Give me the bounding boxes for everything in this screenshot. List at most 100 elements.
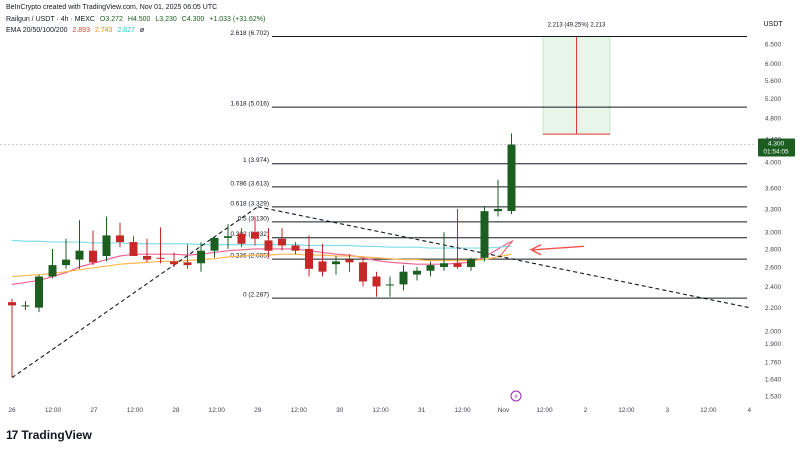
time-tick-label: 12:00 — [372, 407, 389, 414]
candle — [318, 243, 327, 277]
attribution-text: BeInCrypto created with TradingView.com,… — [6, 4, 218, 11]
candle-body — [21, 305, 30, 307]
ohlc-high: H4.500 — [127, 16, 151, 23]
candle-body — [264, 240, 273, 251]
candle-body — [251, 232, 259, 239]
candle-body — [48, 265, 57, 277]
breakout-marker — [499, 240, 514, 257]
measure-label: 2.213 (49.25%) 2,213 — [548, 23, 606, 29]
candle — [21, 301, 30, 310]
ema-suffix: ø — [139, 27, 145, 34]
ohlc-close: C4.300 — [181, 16, 205, 23]
ema-lines — [11, 239, 512, 286]
ema-line — [11, 253, 512, 278]
time-tick-label: 12:00 — [700, 407, 717, 414]
candle — [237, 228, 246, 248]
fib-level-label: 1.618 (5.016) — [230, 101, 269, 108]
candle-body — [143, 255, 151, 260]
tradingview-logo: 17 TradingView — [6, 428, 92, 442]
arrow-head — [529, 244, 542, 256]
ohlc-open: O3.272 — [99, 16, 123, 23]
price-tag-value: 4.300 — [768, 141, 785, 148]
candle-body — [197, 250, 205, 264]
candle-body — [75, 250, 84, 260]
candle — [210, 236, 219, 258]
time-tick-label: 30 — [336, 407, 344, 414]
candle-body — [494, 208, 502, 212]
symbol-name[interactable]: Railgun / USDT · 4h · MEXC — [6, 16, 95, 23]
candle — [480, 206, 489, 262]
price-axis: USDT 6.500 6.000 5.600 5.200 4.800 4.400 4.000 3… — [763, 21, 783, 401]
candle — [89, 230, 97, 266]
candle — [440, 232, 448, 271]
ema-20-value: 2.893 — [72, 27, 90, 34]
price-tick-label: 2.000 — [765, 328, 782, 335]
time-tick-label: 28 — [172, 407, 180, 414]
ohlc-change: +1.033 (+31.62%) — [209, 16, 266, 23]
fib-level-label: 0.382 (2.932) — [230, 231, 269, 238]
fib-level-label: 0.786 (3.613) — [230, 180, 269, 187]
tradingview-logo-text: TradingView — [21, 428, 92, 442]
fib-level-label: 0.618 (3.329) — [230, 200, 269, 207]
price-tick-label: 3.600 — [765, 185, 782, 192]
ema-legend[interactable]: EMA 20/50/100/200 2.893 2.743 2.827 ø — [6, 27, 147, 34]
time-tick-label: 12:00 — [618, 407, 635, 414]
candle — [264, 228, 273, 258]
time-tick-label: 3 — [666, 407, 670, 414]
candle-body — [116, 235, 124, 243]
candle-body — [413, 270, 421, 275]
price-tick-label: 4.000 — [765, 160, 782, 167]
time-tick-label: 12:00 — [209, 407, 226, 414]
candle — [170, 252, 178, 267]
price-tick-label: 6.000 — [765, 61, 782, 68]
candle-body — [507, 144, 516, 212]
time-tick-label: Nov — [498, 407, 510, 414]
time-tick-label: 4 — [747, 407, 751, 414]
candle — [75, 220, 84, 269]
price-tick-label: 2.800 — [765, 246, 782, 253]
candle — [359, 257, 367, 287]
time-tick-label: 2 — [584, 407, 588, 414]
candle-body — [372, 276, 381, 287]
candle — [251, 216, 259, 246]
ema-50-value: 2.743 — [94, 27, 113, 34]
candle-body — [210, 237, 219, 251]
candle-body — [278, 238, 286, 246]
fib-level-label: 0 (2.287) — [243, 292, 269, 299]
price-tick-label: 5.200 — [765, 96, 782, 103]
candle-body — [129, 242, 138, 256]
candle-body — [170, 261, 178, 265]
candle-body — [305, 248, 313, 269]
fib-level-label: 2.618 (6.702) — [230, 30, 269, 37]
time-tick-label: 12:00 — [536, 407, 553, 414]
candle-body — [35, 276, 43, 308]
candle-body — [183, 262, 192, 266]
candle-body — [89, 250, 97, 263]
price-tick-label: 4.400 — [765, 136, 782, 143]
price-tick-label: 2.600 — [765, 264, 782, 271]
ema-label: EMA 20/50/100/200 — [6, 27, 68, 34]
price-tick-label: 2.200 — [765, 305, 782, 312]
candle — [467, 257, 475, 271]
price-tick-label: 6.500 — [765, 42, 782, 49]
candle — [426, 261, 435, 277]
candle — [494, 179, 502, 217]
candle — [116, 222, 124, 248]
candle — [197, 242, 205, 272]
candle — [291, 242, 300, 255]
candle-body — [440, 263, 448, 267]
ema-line — [11, 240, 512, 286]
price-tick-label: 5.600 — [765, 78, 782, 85]
price-tick-label: 2.400 — [765, 284, 782, 291]
price-axis-currency: USDT — [763, 21, 783, 28]
price-tick-label: 3.300 — [765, 206, 782, 213]
time-tick-label: 27 — [90, 407, 98, 414]
trendlines — [11, 206, 750, 379]
fib-level-label: 0.236 (2.685) — [230, 253, 269, 260]
chart-attribution: BeInCrypto created with TradingView.com,… — [6, 4, 220, 11]
candle — [399, 265, 408, 291]
candle — [305, 235, 313, 277]
price-tag-countdown: 01:54:05 — [763, 149, 789, 156]
